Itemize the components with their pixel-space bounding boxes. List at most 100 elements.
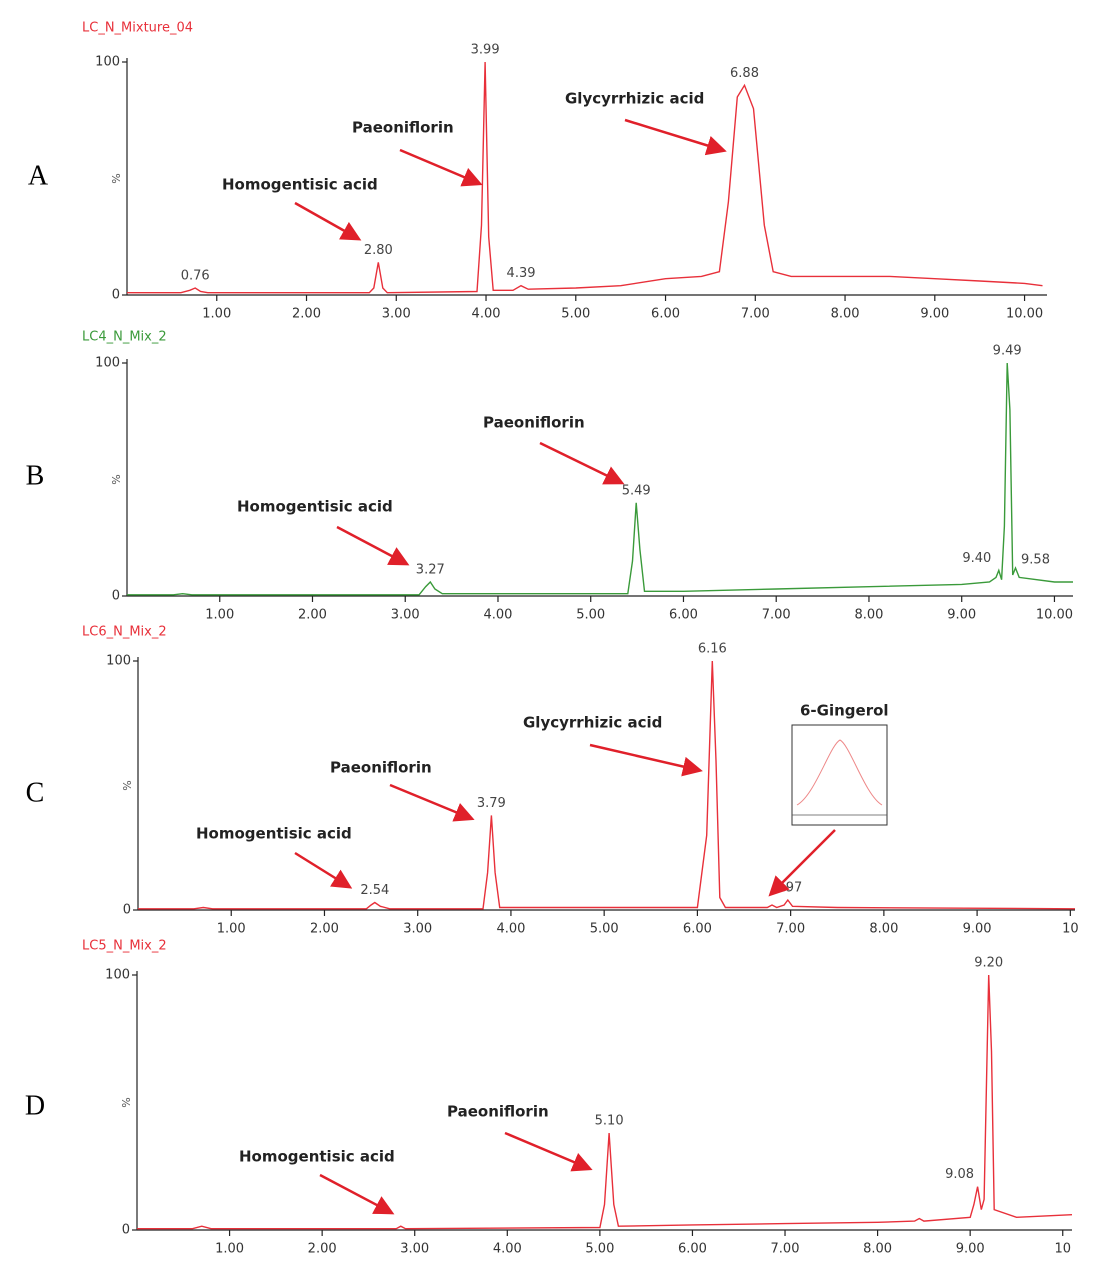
x-tick-label: 9.00 bbox=[963, 922, 992, 937]
y-tick-label: 100 bbox=[95, 356, 120, 371]
trace bbox=[127, 61, 1043, 294]
peak-label: 3.99 bbox=[471, 43, 500, 58]
compound-label: 6-Gingerol bbox=[800, 702, 889, 720]
x-tick-label: 2.00 bbox=[310, 922, 339, 937]
x-tick-label: 6.00 bbox=[651, 307, 680, 322]
x-tick-label: 7.00 bbox=[741, 307, 770, 322]
peak-label: 5.49 bbox=[622, 483, 651, 498]
peak-label: 9.49 bbox=[993, 344, 1022, 359]
y-tick-label: 100 bbox=[105, 968, 130, 983]
compound-label: Glycyrrhizic acid bbox=[565, 90, 704, 108]
x-tick-label: 9.00 bbox=[956, 1242, 985, 1257]
x-tick-label: 9.00 bbox=[920, 307, 949, 322]
compound-arrow bbox=[389, 783, 475, 822]
inset bbox=[791, 724, 888, 826]
x-tick-label: 9.00 bbox=[947, 608, 976, 623]
x-tick-label: 3.00 bbox=[403, 922, 432, 937]
x-tick-label: 3.00 bbox=[400, 1242, 429, 1257]
x-tick-label: 8.00 bbox=[831, 307, 860, 322]
compound-label: Glycyrrhizic acid bbox=[523, 714, 662, 732]
compound-label: Homogentisic acid bbox=[239, 1148, 395, 1166]
x-tick-label: 5.00 bbox=[561, 307, 590, 322]
peak-label: 2.80 bbox=[364, 243, 393, 258]
x-tick-label: 2.00 bbox=[292, 307, 321, 322]
x-tick-label: 6.00 bbox=[669, 608, 698, 623]
y-tick-label: 0 bbox=[123, 903, 131, 918]
trace bbox=[137, 974, 1073, 1230]
compound-label: Paeoniflorin bbox=[483, 414, 585, 432]
panel-label: B bbox=[26, 460, 45, 491]
peak-label: 9.58 bbox=[1021, 553, 1050, 568]
compound-arrow bbox=[294, 201, 362, 241]
y-axis-label: % bbox=[120, 1097, 133, 1107]
x-tick-label: 7.00 bbox=[771, 1242, 800, 1257]
x-tick-label: 1.00 bbox=[215, 1242, 244, 1257]
peak-label: 4.39 bbox=[507, 266, 536, 281]
compound-arrow bbox=[624, 118, 727, 156]
peak-label: 3.79 bbox=[477, 796, 506, 811]
compound-arrow bbox=[589, 743, 703, 777]
trace bbox=[127, 362, 1073, 596]
x-tick-label: 1.00 bbox=[217, 922, 246, 937]
x-tick-label: 4.00 bbox=[493, 1242, 522, 1257]
x-tick-label: 10.00 bbox=[1036, 608, 1073, 623]
x-tick-label: 6.00 bbox=[678, 1242, 707, 1257]
x-tick-label: 3.00 bbox=[391, 608, 420, 623]
peak-label: 9.08 bbox=[945, 1167, 974, 1182]
peak-label: 3.27 bbox=[416, 563, 445, 578]
compound-label: Homogentisic acid bbox=[196, 825, 352, 843]
x-tick-label: 6.00 bbox=[683, 922, 712, 937]
peak-label: 9.40 bbox=[962, 551, 991, 566]
panel-label: C bbox=[26, 777, 45, 808]
panel-label: A bbox=[28, 160, 49, 191]
x-tick-label: 4.00 bbox=[472, 307, 501, 322]
x-tick-label: 1.00 bbox=[202, 307, 231, 322]
compound-arrow bbox=[539, 441, 625, 485]
x-tick-label: 10.00 bbox=[1006, 307, 1043, 322]
x-tick-label: 8.00 bbox=[854, 608, 883, 623]
x-tick-label: 5.00 bbox=[585, 1242, 614, 1257]
compound-label: Paeoniflorin bbox=[447, 1103, 549, 1121]
x-tick-label: 1.00 bbox=[205, 608, 234, 623]
x-tick-label: 8.00 bbox=[869, 922, 898, 937]
x-tick-label: 5.00 bbox=[590, 922, 619, 937]
compound-arrow bbox=[504, 1131, 593, 1172]
x-tick-label: 5.00 bbox=[576, 608, 605, 623]
peak-label: 5.10 bbox=[595, 1114, 624, 1129]
x-tick-label: 10 bbox=[1054, 1242, 1071, 1257]
panel-title: LC6_N_Mix_2 bbox=[82, 625, 167, 640]
x-tick-label: 3.00 bbox=[382, 307, 411, 322]
peak-label: 9.20 bbox=[974, 956, 1003, 971]
x-tick-label: 2.00 bbox=[298, 608, 327, 623]
y-axis-label: % bbox=[110, 474, 123, 484]
compound-arrow bbox=[399, 148, 483, 187]
x-tick-label: 7.00 bbox=[776, 922, 805, 937]
compound-arrow bbox=[319, 1173, 395, 1215]
y-tick-label: 0 bbox=[112, 589, 120, 604]
peak-label: 0.76 bbox=[181, 269, 210, 284]
panel-title: LC4_N_Mix_2 bbox=[82, 330, 167, 345]
trace bbox=[138, 660, 1076, 910]
peak-label: 2.54 bbox=[360, 883, 389, 898]
x-tick-label: 2.00 bbox=[308, 1242, 337, 1257]
peak-label: 6.88 bbox=[730, 66, 759, 81]
y-tick-label: 100 bbox=[106, 654, 131, 669]
compound-label: Paeoniflorin bbox=[352, 119, 454, 137]
compound-label: Homogentisic acid bbox=[237, 498, 393, 516]
compound-arrow bbox=[294, 851, 353, 889]
x-tick-label: 4.00 bbox=[484, 608, 513, 623]
x-tick-label: 10 bbox=[1062, 922, 1079, 937]
y-axis-label: % bbox=[121, 780, 134, 790]
compound-label: Homogentisic acid bbox=[222, 176, 378, 194]
y-tick-label: 0 bbox=[122, 1223, 130, 1238]
compound-label: Paeoniflorin bbox=[330, 759, 432, 777]
compound-arrow bbox=[768, 829, 836, 897]
panel-label: D bbox=[25, 1090, 45, 1121]
x-tick-label: 7.00 bbox=[762, 608, 791, 623]
y-axis-label: % bbox=[110, 173, 123, 183]
compound-arrow bbox=[336, 525, 410, 566]
x-tick-label: 8.00 bbox=[863, 1242, 892, 1257]
y-tick-label: 100 bbox=[95, 55, 120, 70]
